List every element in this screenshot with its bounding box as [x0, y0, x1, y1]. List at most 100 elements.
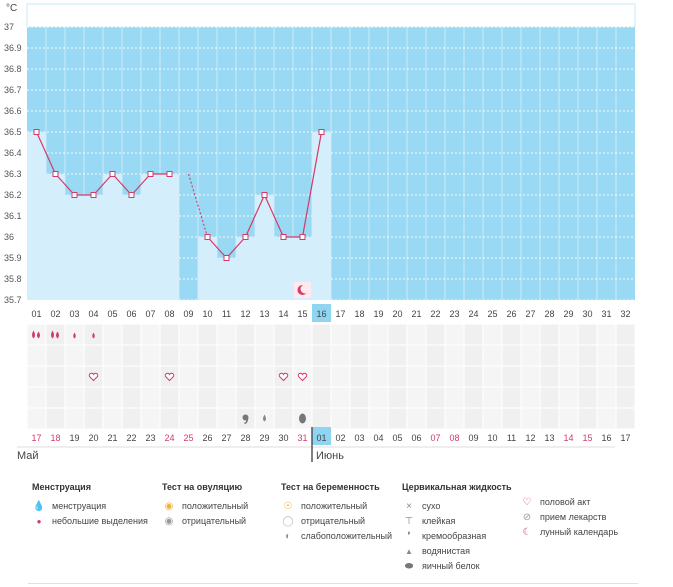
grid-cell [350, 366, 369, 387]
date-label: 22 [126, 433, 136, 443]
cycle-day-label: 32 [620, 309, 630, 319]
cycle-day-label: 15 [297, 309, 307, 319]
grid-cell [502, 408, 521, 429]
temperature-point [299, 234, 306, 240]
grid-cell [27, 324, 46, 345]
legend-item: ◉ положительный [162, 499, 249, 514]
grid-cell [141, 324, 160, 345]
date-label: 06 [411, 433, 421, 443]
temperature-point [71, 192, 78, 198]
cycle-day-label: 06 [126, 309, 136, 319]
grid-cell [445, 408, 464, 429]
grid-cell [483, 345, 502, 366]
temperature-bar [84, 195, 103, 300]
legend-ovulation-title: Тест на овуляцию [162, 482, 243, 492]
grid-cell [217, 408, 236, 429]
grid-cell [369, 324, 388, 345]
grid-cell [255, 345, 274, 366]
grid-cell [160, 408, 179, 429]
legend-item: ◯ отрицательный [281, 514, 392, 529]
grid-cell [217, 387, 236, 408]
grid-cell [578, 324, 597, 345]
grid-cell [179, 387, 198, 408]
grid-cell [464, 324, 483, 345]
cycle-day-label: 24 [468, 309, 478, 319]
grid-cell [27, 387, 46, 408]
grid-cell [502, 324, 521, 345]
legend-item: ◉ отрицательный [162, 514, 248, 529]
grid-cell [369, 366, 388, 387]
grid-cell [445, 345, 464, 366]
light-spotting-icon [73, 332, 76, 339]
grid-cell [483, 408, 502, 429]
y-tick-label: 37 [4, 22, 14, 32]
cycle-day-label: 31 [601, 309, 611, 319]
date-label: 12 [525, 433, 535, 443]
grid-cell [179, 324, 198, 345]
light-spotting-icon: ● [36, 517, 42, 526]
legend-menstruation-title: Менструация [32, 482, 91, 492]
legend-label: яичный белок [422, 561, 480, 571]
temperature-bar [65, 195, 84, 300]
grid-cell [103, 345, 122, 366]
legend-label: небольшие выделения [52, 516, 148, 526]
legend-label: прием лекарств [540, 512, 607, 522]
legend-label: менструация [52, 501, 107, 511]
grid-cell [521, 387, 540, 408]
cycle-day-label: 21 [411, 309, 421, 319]
date-label: 24 [164, 433, 174, 443]
grid-cell [312, 387, 331, 408]
grid-cell [103, 408, 122, 429]
temperature-line [93, 173, 113, 196]
cycle-day-label: 16 [316, 309, 326, 319]
temperature-line [301, 131, 323, 238]
cycle-day-label: 13 [259, 309, 269, 319]
grid-cell [46, 387, 65, 408]
date-label: 19 [69, 433, 79, 443]
intercourse-icon [88, 372, 99, 382]
grid-cell [27, 345, 46, 366]
grid-cell [502, 345, 521, 366]
grid-cell [464, 408, 483, 429]
legend-fluid-title: Цервикальная жидкость [402, 482, 512, 492]
y-tick-label: 36.7 [4, 85, 22, 95]
grid-cell [46, 345, 65, 366]
temperature-line [35, 131, 57, 175]
grid-cell [84, 408, 103, 429]
grid-cell [179, 408, 198, 429]
grid-cell [103, 366, 122, 387]
grid-cell [331, 345, 350, 366]
legend-other: ♡ половой акт ⊘ прием лекарств ☾ лунный … [520, 495, 619, 540]
legend-item: ● небольшие выделения [32, 514, 148, 529]
grid-cell [160, 387, 179, 408]
grid-cell [141, 366, 160, 387]
watery-icon [263, 414, 266, 422]
grid-cell [407, 387, 426, 408]
legend-menstruation: Менструация 💧 менструация ● небольшие вы… [32, 480, 148, 529]
grid-cell [559, 366, 578, 387]
cycle-day-label: 01 [31, 309, 41, 319]
date-label: 23 [145, 433, 155, 443]
grid-cell [388, 366, 407, 387]
temperature-bar [122, 195, 141, 300]
grid-cell [369, 408, 388, 429]
grid-cell [464, 345, 483, 366]
grid-cell [540, 366, 559, 387]
grid-cell [426, 366, 445, 387]
cycle-day-label: 20 [392, 309, 402, 319]
temperature-bar [198, 237, 217, 300]
temperature-bar [236, 237, 255, 300]
grid-cell [559, 324, 578, 345]
month-june: Июнь [316, 450, 344, 462]
legend-item: ⊤ клейкая [402, 514, 512, 529]
cycle-day-label: 19 [373, 309, 383, 319]
grid-cell [46, 408, 65, 429]
date-label: 30 [278, 433, 288, 443]
cycle-day-label: 17 [335, 309, 345, 319]
legend-label: клейкая [422, 516, 456, 526]
cycle-day-label: 22 [430, 309, 440, 319]
grid-cell [426, 324, 445, 345]
grid-cell [122, 324, 141, 345]
grid-cell [483, 366, 502, 387]
grid-cell [388, 387, 407, 408]
